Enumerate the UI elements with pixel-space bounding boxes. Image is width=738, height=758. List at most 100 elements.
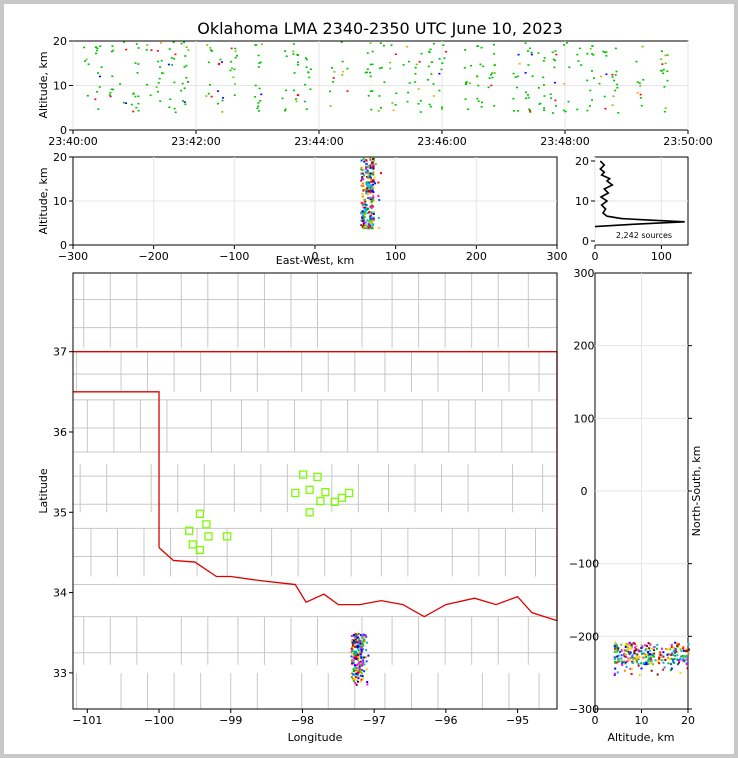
- time-height-source: [612, 95, 615, 98]
- time-height-source: [636, 91, 639, 94]
- altitude-ns-source: [657, 657, 660, 660]
- time-height-source: [297, 61, 300, 64]
- time-height-source: [95, 52, 98, 55]
- time-height-source: [155, 86, 158, 88]
- ew-altitude-source: [362, 227, 365, 230]
- altitude-ns-source: [614, 641, 617, 644]
- altitude-ns-source: [617, 647, 620, 650]
- time-height-source: [414, 72, 417, 75]
- ew-altitude-source: [362, 225, 365, 228]
- plan-view-source: [352, 641, 355, 644]
- ew-altitude-source: [365, 171, 368, 174]
- ew-altitude-source: [368, 211, 371, 214]
- plan-view-source: [359, 660, 362, 663]
- time-height-source: [552, 58, 555, 61]
- ew-altitude-source: [370, 167, 373, 170]
- time-height-source: [605, 55, 608, 57]
- altitude-ns-source: [629, 651, 632, 654]
- time-height-source: [529, 111, 532, 113]
- altitude-ns-source: [645, 661, 648, 664]
- time-height-source: [340, 41, 343, 43]
- time-height-source: [640, 104, 643, 107]
- altitude-ns-source: [616, 649, 619, 652]
- ew-altitude-source: [370, 163, 373, 166]
- ew-altitude-source: [364, 225, 367, 228]
- ew-altitude-source: [372, 186, 375, 189]
- plan-view-source: [362, 661, 365, 664]
- altitude-ns-source: [664, 659, 667, 662]
- time-height-xtick-label: 23:40:00: [48, 135, 97, 148]
- time-height-source: [94, 98, 97, 101]
- time-height-source: [464, 49, 467, 51]
- altitude-ns-source: [621, 663, 624, 666]
- plan-view-background: [73, 273, 557, 709]
- altitude-ns-source: [614, 657, 617, 660]
- plan-view-source: [350, 639, 353, 642]
- time-height-source: [254, 84, 257, 87]
- ew-altitude-source: [363, 215, 366, 218]
- altitude-ns-source: [613, 644, 616, 647]
- altitude-ns-source: [682, 656, 685, 659]
- ew-altitude-source: [372, 164, 375, 167]
- plan-view-source: [359, 663, 362, 666]
- ew-altitude-source: [363, 201, 366, 204]
- altitude-ns-source: [615, 661, 618, 664]
- time-height-source: [589, 89, 592, 92]
- time-height-source: [600, 75, 603, 78]
- plan-view-source: [366, 641, 369, 644]
- time-height-source: [134, 62, 137, 64]
- plan-view-frame: [72, 272, 558, 710]
- time-height-source: [635, 60, 638, 63]
- ew-altitude-source: [372, 171, 375, 174]
- plan-view-source: [355, 672, 358, 675]
- time-height-source: [284, 50, 287, 52]
- ew-altitude-source: [361, 210, 364, 213]
- time-height-source: [512, 72, 515, 75]
- altitude-ns-source: [676, 644, 679, 647]
- ew-altitude-source: [364, 210, 367, 213]
- plan-view-source: [361, 642, 364, 645]
- plan-view-source: [351, 660, 354, 663]
- ew-altitude-source: [369, 176, 372, 179]
- altitude-ns-source: [617, 660, 620, 663]
- plan-view-ylabel: Latitude: [37, 468, 50, 514]
- time-height-source: [429, 48, 432, 51]
- time-height-source: [371, 63, 374, 66]
- time-height-source: [603, 51, 606, 54]
- time-height-source: [87, 63, 90, 66]
- ew-altitude-source: [362, 169, 365, 172]
- altitude-ns-source: [613, 672, 616, 675]
- plan-view-source: [354, 653, 357, 656]
- time-height-source: [83, 46, 86, 49]
- time-height-source: [663, 85, 666, 88]
- ew-altitude-source: [370, 165, 373, 168]
- altitude-ns-source: [681, 655, 684, 658]
- time-height-source: [605, 73, 608, 76]
- altitude-ns-source: [644, 653, 647, 656]
- altitude-ns-source: [632, 642, 635, 645]
- time-height-source: [611, 73, 614, 76]
- time-height-source: [660, 50, 663, 52]
- time-height-source: [642, 79, 645, 81]
- altitude-ns-source: [675, 642, 678, 645]
- time-height-ylabel: Altitude, km: [37, 51, 50, 118]
- time-height-source: [394, 104, 397, 106]
- ew-altitude-source: [360, 211, 363, 214]
- time-height-source: [185, 76, 188, 79]
- time-height-source: [181, 82, 184, 85]
- time-height-source: [465, 81, 468, 83]
- plan-view-source: [354, 657, 357, 660]
- lma-station: [305, 508, 314, 517]
- plan-view-source: [358, 665, 361, 668]
- time-height-source: [605, 51, 608, 53]
- altitude-ns-xtick-label: 0: [592, 714, 599, 727]
- altitude-ns-source: [613, 645, 616, 648]
- lma-station: [188, 540, 197, 549]
- ew-altitude-source: [370, 207, 373, 210]
- ew-altitude-source: [362, 211, 365, 214]
- altitude-ns-source: [623, 669, 626, 672]
- altitude-ns-xlabel: Altitude, km: [607, 731, 674, 744]
- ew-altitude-ytick-label: 0: [60, 239, 67, 252]
- plan-view-sources: [350, 632, 370, 686]
- lma-station: [321, 488, 330, 497]
